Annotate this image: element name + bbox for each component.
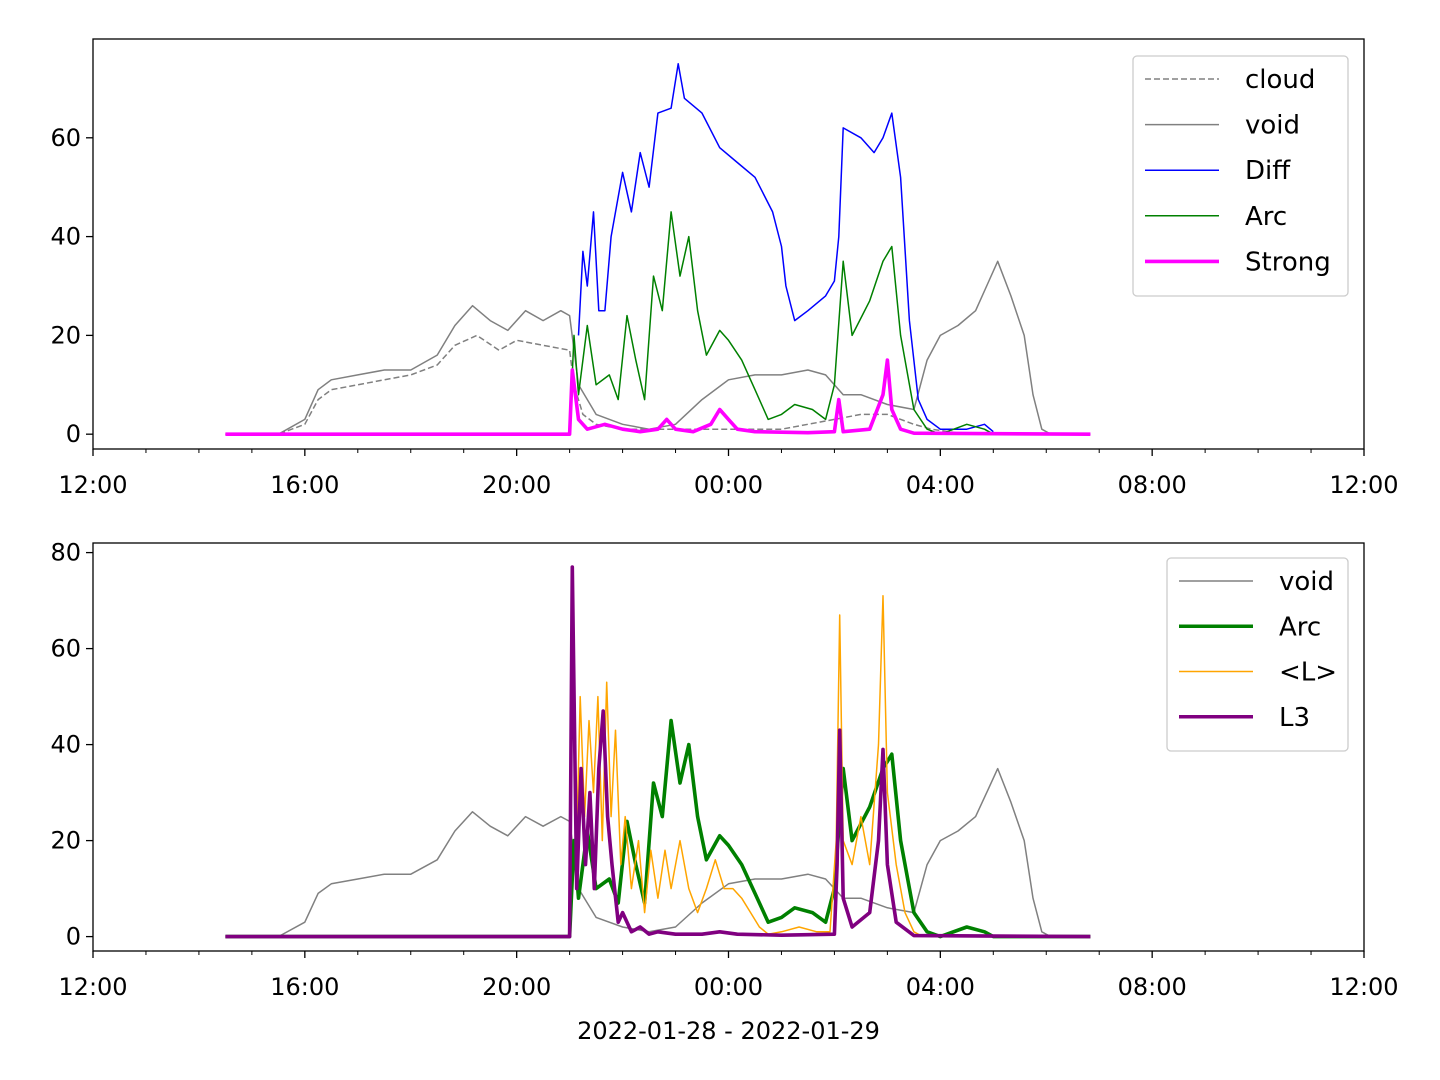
chart-panel-2: 0 20 40 60 80 12:00 16:00 20:00 00:00 04:00 08:00 1… [50, 539, 1398, 1045]
chart-panel-1: 0 20 40 60 12:00 16:00 20:00 00:00 04:00 08:00 12:… [50, 38, 1399, 499]
legend-label: Strong [1245, 247, 1331, 277]
legend-label: Arc [1279, 612, 1321, 642]
y-tick-label: 40 [50, 223, 81, 251]
y-tick-label: 0 [66, 420, 81, 448]
x-tick-label: 12:00 [58, 471, 127, 499]
x-tick-label: 20:00 [482, 973, 551, 1001]
x-tick-label: 08:00 [1118, 471, 1187, 499]
legend-label: cloud [1245, 65, 1315, 95]
legend-box [1132, 55, 1349, 297]
legend-label: void [1279, 567, 1334, 597]
x-tick-label: 08:00 [1118, 973, 1187, 1001]
y-tick-label: 60 [50, 635, 81, 663]
legend-label: <L> [1279, 658, 1337, 688]
x-tick-label: 04:00 [906, 471, 975, 499]
x-axis-label: 2022-01-28 - 2022-01-29 [577, 1017, 880, 1045]
x-tick-label: 04:00 [906, 973, 975, 1001]
legend: cloud void Diff Arc Strong [1132, 55, 1349, 297]
legend-box [1166, 557, 1349, 752]
x-tick-label: 12:00 [1329, 973, 1398, 1001]
y-tick-label: 60 [50, 124, 81, 152]
series-line-diff [577, 62, 994, 433]
series-line-arc [568, 211, 994, 435]
x-tick-label: 12:00 [58, 973, 127, 1001]
y-tick-label: 20 [50, 827, 81, 855]
x-tick-label: 20:00 [482, 471, 551, 499]
series-line-l [568, 566, 924, 938]
plot-area [225, 62, 1091, 436]
legend-label: void [1245, 111, 1300, 141]
series-line-void [225, 260, 1091, 435]
y-tick-label: 40 [50, 731, 81, 759]
series-line-cloud [225, 334, 1091, 435]
x-tick-label: 16:00 [270, 973, 339, 1001]
y-tick-label: 0 [66, 923, 81, 951]
y-tick-label: 20 [50, 321, 81, 349]
legend-label: L3 [1279, 703, 1310, 733]
series-line-l3 [225, 565, 1091, 939]
x-tick-label: 12:00 [1329, 471, 1398, 499]
legend-label: Diff [1245, 156, 1291, 186]
y-tick-label: 80 [50, 539, 81, 567]
legend-label: Arc [1245, 202, 1287, 232]
x-tick-label: 00:00 [694, 973, 763, 1001]
legend: void Arc <L> L3 [1166, 557, 1349, 752]
series-line-void [225, 767, 1091, 938]
x-tick-label: 16:00 [270, 471, 339, 499]
x-tick-label: 00:00 [694, 471, 763, 499]
series-line-strong [225, 358, 1091, 436]
plot-area [225, 565, 1091, 939]
